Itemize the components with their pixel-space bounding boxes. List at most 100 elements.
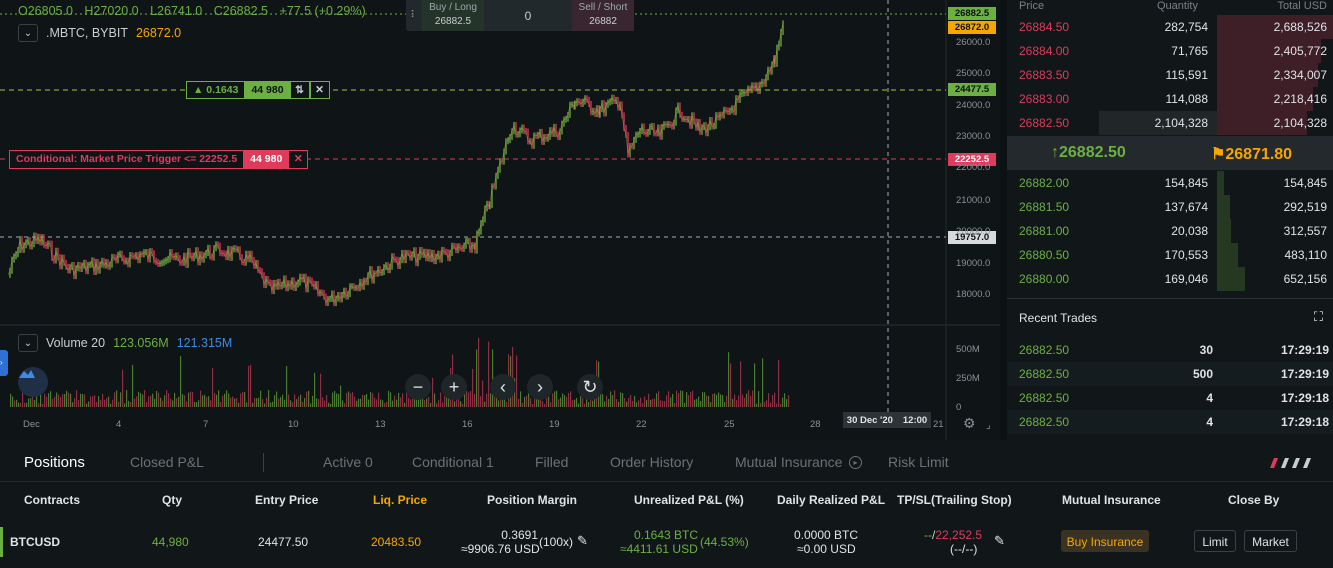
volume-bar bbox=[320, 373, 322, 407]
reverse-position-icon[interactable]: ⇅ bbox=[289, 81, 310, 99]
close-position-icon[interactable]: ✕ bbox=[309, 81, 330, 99]
bid-row[interactable]: 26882.00 154,845 154,845 bbox=[1007, 171, 1333, 195]
volume-bar bbox=[122, 369, 124, 407]
zoom-in-button[interactable]: + bbox=[441, 374, 467, 400]
scroll-left-button[interactable]: ‹ bbox=[490, 374, 516, 400]
volume-bar bbox=[112, 399, 114, 407]
volume-bar bbox=[580, 396, 582, 407]
tab-closed-pnl[interactable]: Closed P&L bbox=[130, 454, 204, 470]
volume-bar bbox=[460, 401, 462, 407]
volume-bar bbox=[300, 394, 302, 407]
volume-bar bbox=[312, 395, 314, 407]
tab-conditional[interactable]: Conditional 1 bbox=[412, 454, 494, 470]
volume-bar bbox=[106, 397, 108, 407]
volume-bar bbox=[410, 399, 412, 407]
tab-positions[interactable]: Positions bbox=[24, 454, 85, 471]
cancel-conditional-icon[interactable]: ✕ bbox=[288, 150, 309, 169]
leverage[interactable]: (100x) bbox=[539, 535, 574, 549]
book-header-qty: Quantity bbox=[1157, 0, 1198, 12]
ask-row[interactable]: 26884.00 71,765 2,405,772 bbox=[1007, 39, 1333, 63]
edit-tpsl-icon[interactable]: ✎ bbox=[994, 533, 1005, 548]
depth-bar bbox=[1217, 243, 1238, 267]
col-unrealized-pnl: Unrealized P&L (%) bbox=[634, 493, 744, 507]
bid-row[interactable]: 26880.00 169,046 652,156 bbox=[1007, 267, 1333, 291]
volume-bar bbox=[46, 396, 48, 407]
volume-bar bbox=[164, 395, 166, 407]
volume-bar bbox=[350, 393, 352, 407]
volume-bar bbox=[414, 395, 416, 407]
volume-bar bbox=[224, 393, 226, 407]
tab-risk-limit[interactable]: Risk Limit bbox=[888, 454, 949, 470]
position-liq: 20483.50 bbox=[371, 535, 422, 549]
quantity: 170,553 bbox=[1164, 248, 1208, 262]
reset-chart-button[interactable]: ↻ bbox=[577, 374, 603, 400]
position-line-tag[interactable]: ▲ 0.1643 44 980 ⇅ ✕ bbox=[186, 81, 330, 99]
volume-bar bbox=[612, 395, 614, 407]
position-contract: BTCUSD bbox=[10, 535, 60, 549]
collapse-legend-button[interactable]: ⌄ bbox=[18, 24, 38, 42]
gear-icon[interactable]: ⚙ bbox=[963, 415, 976, 431]
volume-bar bbox=[478, 337, 480, 407]
tradingview-logo-icon[interactable] bbox=[18, 367, 48, 397]
volume-bar bbox=[258, 397, 260, 407]
volume-bar bbox=[530, 398, 532, 407]
scroll-right-button[interactable]: › bbox=[527, 374, 553, 400]
drag-handle-icon[interactable]: ⠇ bbox=[410, 10, 418, 21]
buy-long-button[interactable]: Buy / Long 26882.5 bbox=[422, 0, 484, 31]
ask-row[interactable]: 26884.50 282,754 2,688,526 bbox=[1007, 15, 1333, 39]
volume-bar bbox=[334, 391, 336, 407]
trade-row: 26882.50 500 17:29:19 bbox=[1007, 362, 1333, 386]
chart-canvas[interactable] bbox=[0, 0, 1000, 440]
upnl-usd: ≈4411.61 USD bbox=[620, 542, 698, 556]
volume-bar bbox=[722, 394, 724, 407]
tab-active[interactable]: Active 0 bbox=[323, 454, 373, 470]
expand-side-panel-button[interactable]: › bbox=[0, 350, 8, 376]
vol-tick: 500M bbox=[956, 344, 980, 355]
volume-bar bbox=[750, 395, 752, 407]
price-chart[interactable]: O26805.0 H27020.0 L26741.0 C26882.5 +77.… bbox=[0, 0, 1000, 440]
volume-bar bbox=[370, 391, 372, 407]
conditional-order-tag[interactable]: Conditional: Market Price Trigger <= 222… bbox=[9, 150, 309, 169]
expand-icon[interactable]: ⛶ bbox=[1313, 309, 1323, 324]
volume-bar bbox=[262, 399, 264, 407]
bid-row[interactable]: 26881.00 20,038 312,557 bbox=[1007, 219, 1333, 243]
volume-bar bbox=[712, 393, 714, 407]
volume-bar bbox=[458, 391, 460, 407]
volume-bar bbox=[524, 397, 526, 407]
volume-bar bbox=[188, 392, 190, 407]
play-icon[interactable]: ▸ bbox=[849, 456, 862, 469]
volume-bar bbox=[102, 393, 104, 407]
resize-corner-icon[interactable]: ⌟ bbox=[986, 420, 991, 431]
bid-row[interactable]: 26881.50 137,674 292,519 bbox=[1007, 195, 1333, 219]
quick-qty[interactable]: 0 bbox=[524, 8, 532, 23]
ask-row[interactable]: 26883.50 115,591 2,334,007 bbox=[1007, 63, 1333, 87]
price: 26883.50 bbox=[1019, 68, 1070, 82]
volume-value-1: 123.056M bbox=[113, 336, 169, 350]
volume-bar bbox=[186, 401, 188, 407]
x-tick: 13 bbox=[375, 419, 386, 430]
tab-order-history[interactable]: Order History bbox=[610, 454, 694, 470]
volume-bar bbox=[462, 403, 464, 407]
volume-bar bbox=[578, 403, 580, 407]
ask-row[interactable]: 26882.50 2,104,328 2,104,328 bbox=[1007, 111, 1333, 135]
chevron-down-icon: ⌄ bbox=[23, 27, 33, 39]
x-tick: 25 bbox=[724, 419, 735, 430]
close-market-button[interactable]: Market bbox=[1244, 530, 1297, 552]
tab-mutual-insurance[interactable]: Mutual Insurance bbox=[735, 454, 843, 470]
edit-margin-icon[interactable]: ✎ bbox=[577, 533, 588, 548]
buy-long-label: Buy / Long bbox=[429, 2, 477, 13]
buy-insurance-button[interactable]: Buy Insurance bbox=[1061, 530, 1149, 552]
volume-bar bbox=[572, 400, 574, 407]
volume-bar bbox=[360, 398, 362, 407]
close-limit-button[interactable]: Limit bbox=[1194, 530, 1236, 552]
volume-bar bbox=[208, 396, 210, 407]
zoom-out-button[interactable]: − bbox=[405, 374, 431, 400]
sell-short-button[interactable]: Sell / Short 26882 bbox=[572, 0, 634, 31]
tab-filled[interactable]: Filled bbox=[535, 454, 569, 470]
collapse-volume-button[interactable]: ⌄ bbox=[18, 334, 38, 352]
stripes-icon[interactable] bbox=[1268, 457, 1314, 471]
bid-row[interactable]: 26880.50 170,553 483,110 bbox=[1007, 243, 1333, 267]
ask-row[interactable]: 26883.00 114,088 2,218,416 bbox=[1007, 87, 1333, 111]
tab-divider bbox=[263, 453, 264, 472]
mark-price-value: 26871.80 bbox=[1225, 146, 1293, 163]
